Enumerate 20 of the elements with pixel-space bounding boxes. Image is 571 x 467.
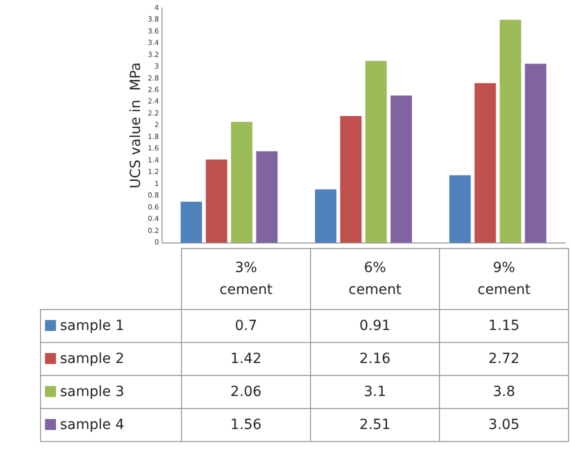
data-label: 2.16	[310, 342, 440, 376]
x-tick-label: 6% cement	[310, 248, 440, 310]
legend-label: sample 2	[40, 342, 182, 376]
data-label: 0.91	[310, 310, 440, 342]
data-label: 3.1	[310, 376, 440, 408]
data-label: 0.7	[182, 310, 310, 342]
data-label: 1.56	[182, 408, 310, 442]
legend-label: sample 4	[40, 408, 182, 442]
data-label: 3.8	[440, 376, 568, 408]
legend-label: sample 3	[40, 376, 182, 408]
data-label: 1.15	[440, 310, 568, 342]
y-axis-title: UCS value in MPa	[128, 62, 144, 188]
legend-label: sample 1	[40, 310, 182, 342]
x-tick-label: 9% cement	[440, 248, 568, 310]
data-label: 2.51	[310, 408, 440, 442]
x-tick-label: 3% cement	[182, 248, 310, 310]
data-label: 2.06	[182, 376, 310, 408]
data-label: 3.05	[440, 408, 568, 442]
data-label: 2.72	[440, 342, 568, 376]
data-label: 1.42	[182, 342, 310, 376]
